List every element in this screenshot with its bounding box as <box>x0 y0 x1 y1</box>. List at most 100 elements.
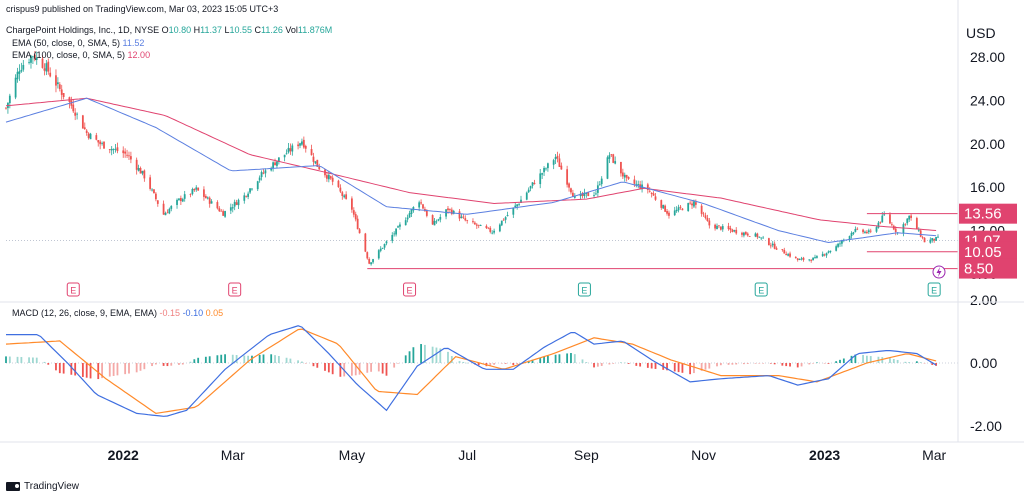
candle-body <box>224 211 226 217</box>
macd-histogram-bar <box>193 359 196 363</box>
candle-body <box>449 209 451 210</box>
macd-histogram-bar <box>235 355 238 363</box>
candle-body <box>687 203 690 212</box>
candle-body <box>877 222 880 228</box>
macd-histogram-bar <box>681 363 684 373</box>
macd-histogram-bar <box>646 363 649 368</box>
macd-histogram-bar <box>539 357 542 363</box>
tradingview-footer[interactable]: TradingView <box>6 481 79 492</box>
candle-body <box>923 237 926 243</box>
macd-histogram-bar <box>869 356 872 363</box>
candle-body <box>769 245 772 247</box>
earnings-label: E <box>70 286 76 296</box>
macd-histogram-bar <box>466 362 469 364</box>
macd-histogram-bar <box>862 354 864 363</box>
candle-body <box>206 197 209 199</box>
earnings-label: E <box>407 286 413 296</box>
candle-body <box>425 210 428 216</box>
macd-histogram-bar <box>97 363 100 380</box>
candle-body <box>579 193 582 197</box>
candle-body <box>612 154 615 163</box>
macd-histogram-bar <box>81 363 84 377</box>
candle-body <box>585 193 588 194</box>
candle-body <box>310 149 313 156</box>
candle-body <box>694 202 697 205</box>
candle-body <box>143 170 146 179</box>
candle-body <box>277 157 280 162</box>
candle-body <box>372 259 374 263</box>
candle-body <box>675 209 678 212</box>
candle-body <box>545 168 547 170</box>
candle-body <box>452 210 455 214</box>
candle-body <box>460 216 463 219</box>
candle-body <box>170 206 173 209</box>
macd-histogram-bar <box>47 363 50 365</box>
candle-body <box>850 233 853 237</box>
candle-body <box>258 177 261 181</box>
candle-body <box>623 174 626 178</box>
candle-body <box>668 212 670 216</box>
candle-body <box>331 177 334 182</box>
macd-histogram-bar <box>170 363 173 366</box>
macd-histogram-bar <box>547 355 549 363</box>
macd-histogram-bar <box>124 363 127 375</box>
candle-body <box>660 200 663 208</box>
candle-body <box>289 148 292 152</box>
candle-body <box>702 213 705 215</box>
earnings-badge <box>228 282 242 297</box>
candle-body <box>935 237 937 241</box>
macd-histogram-bar <box>297 360 299 363</box>
candle-body <box>431 215 434 225</box>
macd-histogram-bar <box>350 363 353 376</box>
macd-histogram-bar <box>704 363 707 370</box>
macd-histogram-bar <box>89 363 92 379</box>
macd-histogram-bar <box>781 363 784 366</box>
candle-body <box>385 241 388 244</box>
price-tag: 10.05 <box>959 241 1017 262</box>
macd-histogram-bar <box>504 363 507 364</box>
candle-body <box>439 216 442 220</box>
macd-histogram-bar <box>596 363 599 367</box>
candle-body <box>404 220 407 226</box>
candle-body <box>904 223 907 225</box>
macd-histogram-bar <box>154 363 157 365</box>
candle-body <box>116 147 119 152</box>
candle-body <box>33 54 36 60</box>
candle-body <box>410 209 413 214</box>
candle-body <box>748 236 751 237</box>
candle-body <box>648 190 651 192</box>
candle-body <box>126 154 128 156</box>
volume-key: Vol <box>285 25 298 35</box>
candle-body <box>435 221 438 223</box>
candle-body <box>62 93 65 97</box>
candle-body <box>700 205 703 214</box>
macd-histogram-bar <box>243 355 246 363</box>
macd-histogram-bar <box>324 363 326 371</box>
macd-histogram-bar <box>70 363 73 375</box>
candle-body <box>399 224 401 227</box>
macd-histogram-bar <box>151 363 153 367</box>
earnings-badge <box>927 282 941 297</box>
candle-body <box>610 154 613 156</box>
candle-body <box>130 156 132 160</box>
candle-body <box>816 256 818 258</box>
macd-histogram-bar <box>839 359 841 363</box>
macd-histogram-bar <box>385 363 388 376</box>
candle-body <box>203 189 205 197</box>
macd-histogram-bar <box>358 363 361 375</box>
macd-histogram-bar <box>62 363 65 374</box>
macd-histogram-bar <box>277 356 280 363</box>
candle-body <box>345 194 348 199</box>
earnings-label: E <box>232 286 238 296</box>
macd-histogram-bar <box>823 363 826 364</box>
earnings-marker: E <box>66 282 80 297</box>
candle-body <box>762 237 765 239</box>
macd-histogram-bar <box>366 363 369 373</box>
earnings-badge <box>403 282 417 297</box>
candle-body <box>714 224 716 229</box>
macd-histogram-bar <box>850 355 853 363</box>
price-tag-bg <box>959 258 1017 279</box>
macd-histogram-bar <box>735 363 738 365</box>
macd-histogram-bar <box>43 361 46 363</box>
candle-body <box>735 229 738 234</box>
